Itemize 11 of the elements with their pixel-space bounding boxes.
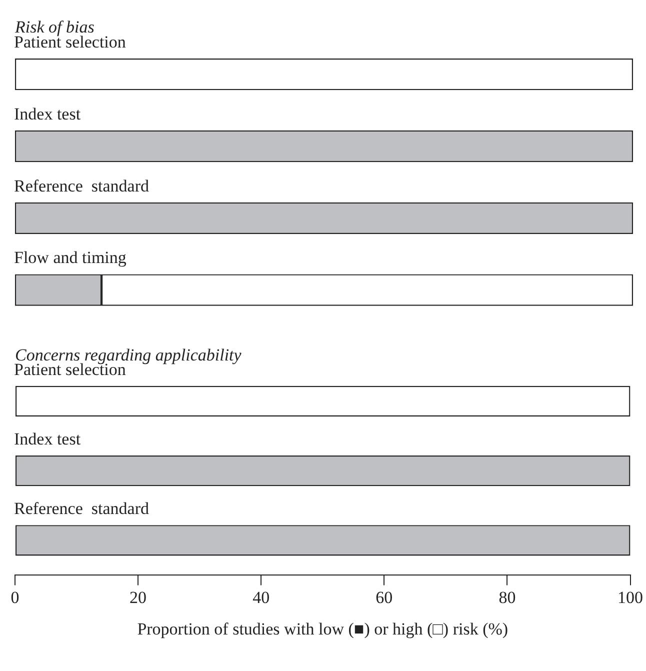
text: Risk of bias (14, 18, 95, 37)
x-axis-title: Proportion of studies with low (■) or high (□) risk (%) (137, 619, 508, 638)
x-tick-label: 80 (498, 588, 516, 607)
x-tick-label: 100 (618, 588, 643, 607)
category-label: Flow and timing (14, 248, 126, 268)
y-tick-label: Reference standard (14, 499, 150, 518)
x-tick-label: 20 (130, 588, 147, 607)
x-tick-label: 60 (376, 588, 393, 607)
y-tick-label: Index test (14, 429, 81, 448)
x-tick-label: 0 (10, 588, 20, 607)
x-tick-label: 40 (252, 588, 270, 607)
